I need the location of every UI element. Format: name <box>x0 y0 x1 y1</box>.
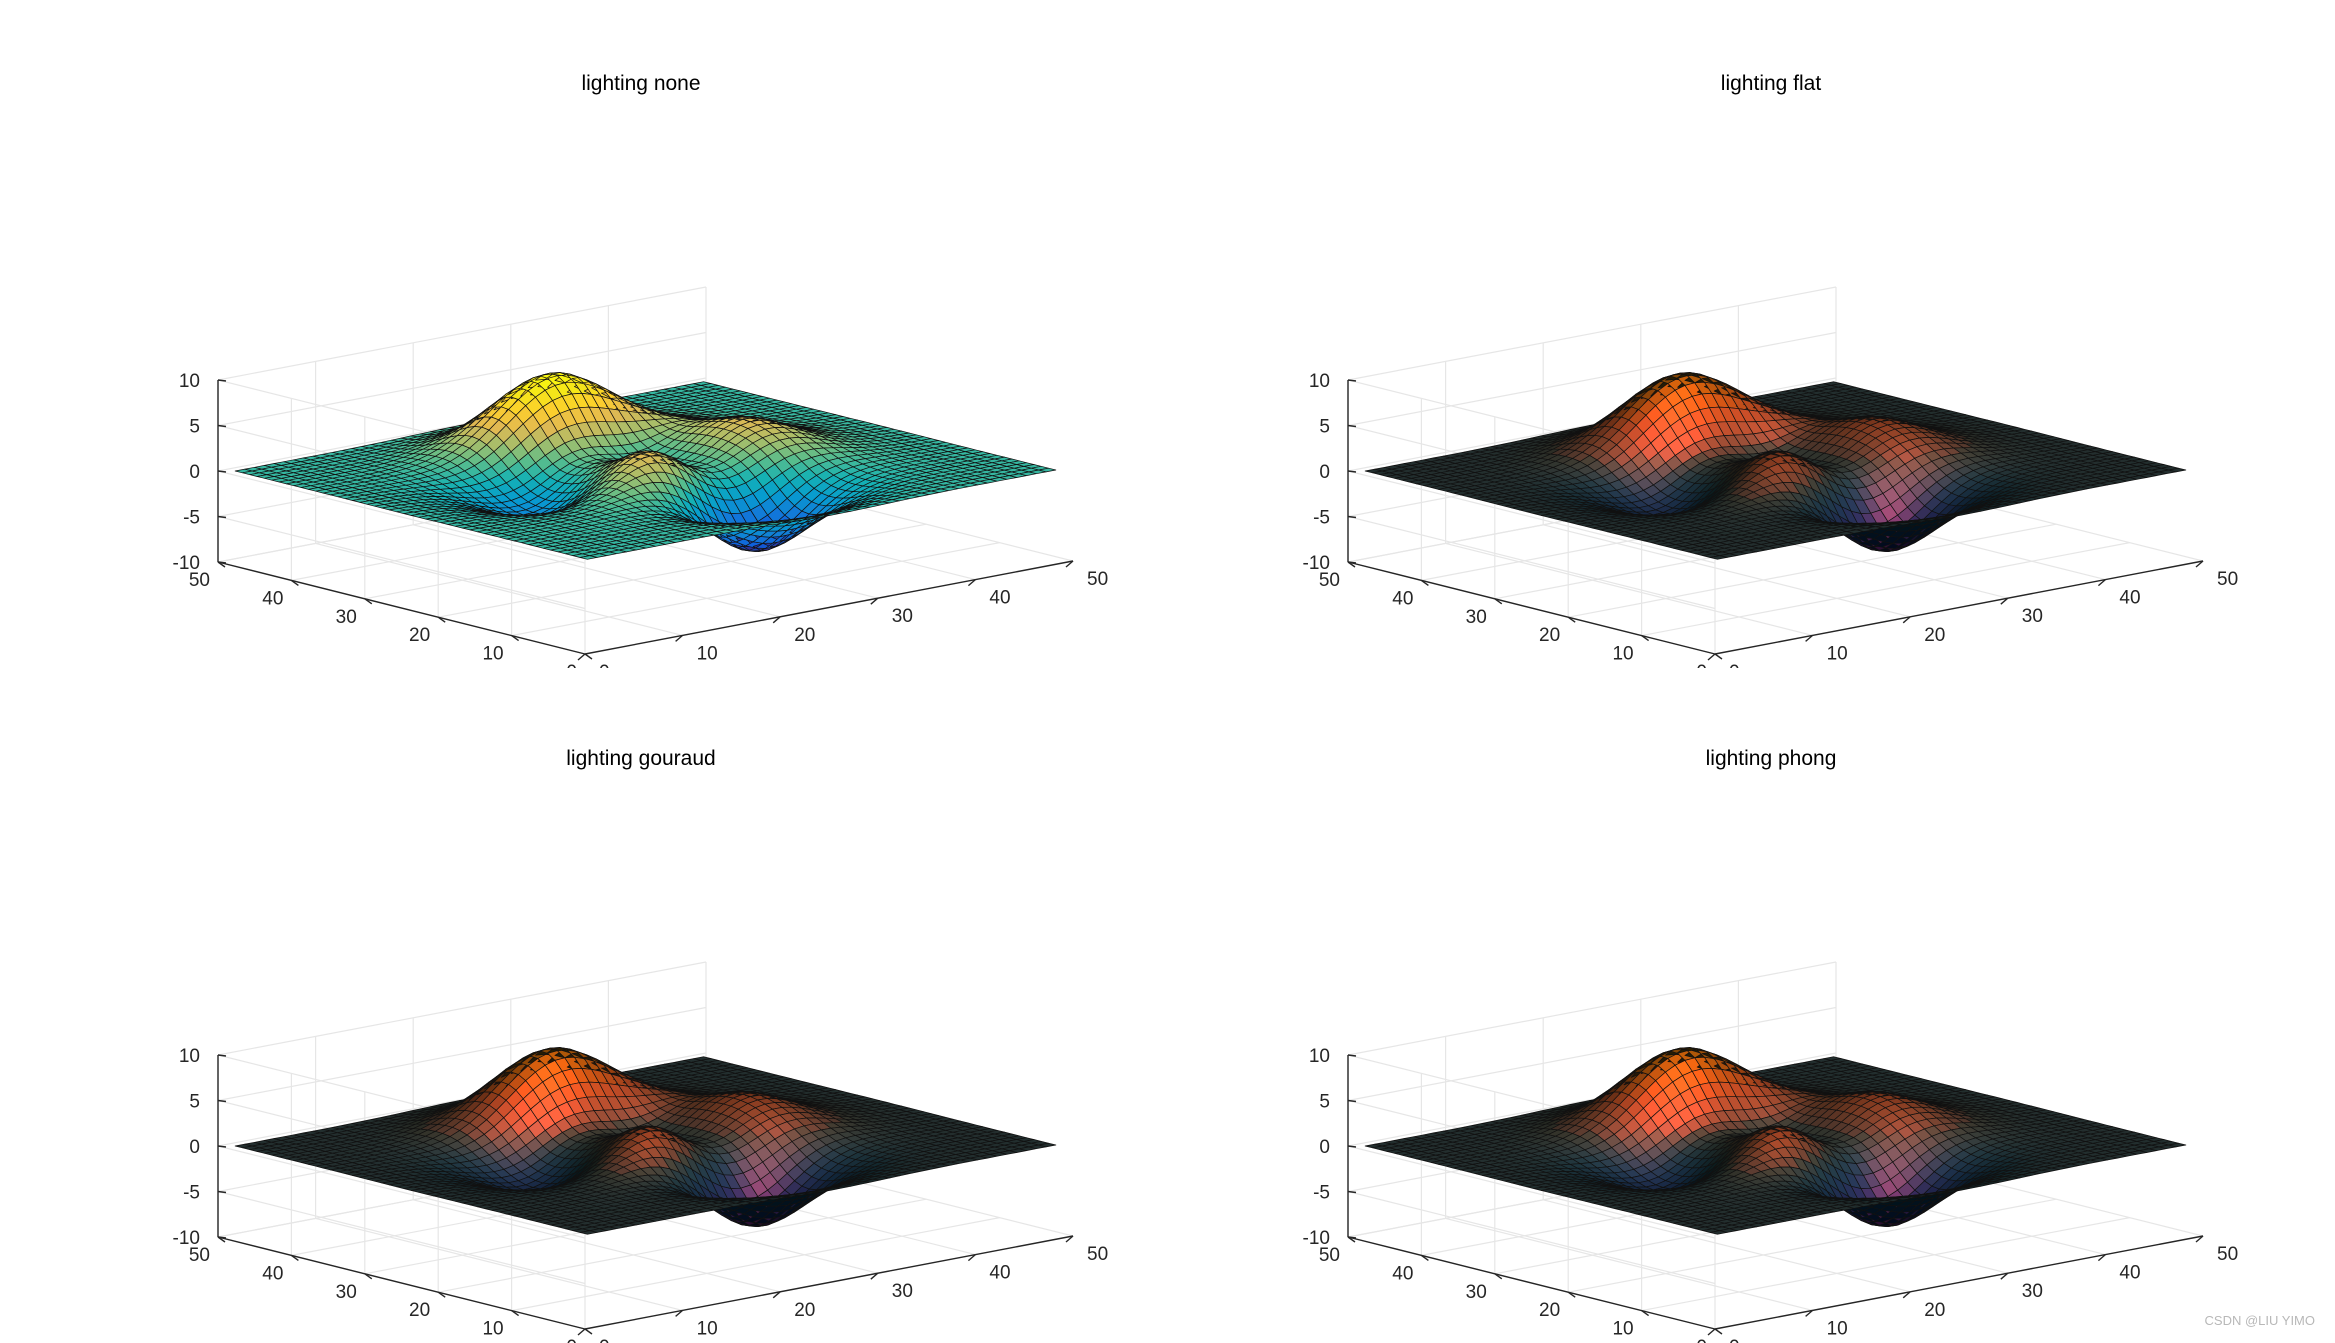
x-tick-label: 0 <box>599 662 610 668</box>
y-tick-label: 30 <box>1466 607 1487 628</box>
z-tick-label: 0 <box>189 462 200 483</box>
z-tick <box>218 1192 226 1193</box>
y-tick-label: 30 <box>336 607 357 628</box>
x-tick-label: 30 <box>2022 606 2043 627</box>
floor-grid-line <box>316 543 683 635</box>
x-tick <box>578 654 585 660</box>
y-tick <box>585 654 592 659</box>
floor-grid-line <box>1446 543 1813 635</box>
z-tick <box>218 1146 226 1147</box>
y-tick-label: 20 <box>409 625 430 646</box>
z-tick <box>1348 471 1356 472</box>
wall-grid-line <box>1348 287 1836 380</box>
z-tick <box>218 562 226 563</box>
z-tick <box>1348 426 1356 427</box>
x-tick-label: 30 <box>892 606 913 627</box>
z-tick-label: -5 <box>183 508 200 529</box>
x-tick <box>1708 654 1715 660</box>
wall-grid-line <box>218 287 706 380</box>
z-tick <box>218 517 226 518</box>
z-tick-label: 5 <box>189 417 200 438</box>
x-tick-label: 10 <box>697 643 718 664</box>
x-tick-label: 40 <box>989 588 1010 609</box>
y-tick-label: 30 <box>336 1282 357 1303</box>
y-tick-label: 0 <box>1696 662 1707 668</box>
y-tick-label: 0 <box>566 662 577 668</box>
y-tick-label: 0 <box>566 1337 577 1343</box>
chart-title: lighting flat <box>1721 72 1822 95</box>
x-tick-label: 40 <box>989 1263 1010 1284</box>
z-tick <box>218 426 226 427</box>
x-tick-label: 30 <box>892 1281 913 1302</box>
chart-svg: 0102030405001020304050-10-50510lighting … <box>0 675 1167 1343</box>
chart-svg: 0102030405001020304050-10-50510lighting … <box>1130 0 2297 668</box>
z-tick <box>218 380 226 381</box>
z-tick-label: -5 <box>1313 508 1330 529</box>
y-tick <box>1715 654 1722 659</box>
y-tick <box>585 1329 592 1334</box>
y-tick-label: 20 <box>1539 625 1560 646</box>
y-tick-label: 40 <box>1392 588 1413 609</box>
z-tick-label: -10 <box>173 1228 200 1249</box>
subplot-lighting-gouraud: 0102030405001020304050-10-50510lighting … <box>0 675 1167 1343</box>
z-tick <box>218 471 226 472</box>
chart-title: lighting none <box>581 72 700 95</box>
z-tick-label: 10 <box>179 371 200 392</box>
chart-title: lighting gouraud <box>566 747 715 770</box>
y-tick-label: 10 <box>1612 644 1633 665</box>
surface <box>1365 373 2186 560</box>
z-tick-label: 0 <box>189 1137 200 1158</box>
x-tick-label: 50 <box>1087 569 1108 590</box>
y-tick-label: 10 <box>482 644 503 665</box>
y-tick-label: 10 <box>482 1319 503 1340</box>
z-tick-label: 5 <box>189 1092 200 1113</box>
x-tick-label: 50 <box>2217 569 2238 590</box>
y-tick-label: 20 <box>409 1300 430 1321</box>
x-tick-label: 20 <box>1924 625 1945 646</box>
x-tick-label: 0 <box>599 1337 610 1343</box>
z-tick <box>1348 380 1356 381</box>
z-tick-label: 0 <box>1319 462 1330 483</box>
z-tick-label: -5 <box>183 1183 200 1204</box>
z-tick-label: 10 <box>179 1046 200 1067</box>
x-tick-label: 20 <box>794 625 815 646</box>
wall-grid-line <box>218 962 706 1055</box>
x-tick-label: 20 <box>794 1300 815 1321</box>
x-tick-label: 40 <box>2119 588 2140 609</box>
z-tick-label: -10 <box>1303 553 1330 574</box>
x-tick-label: 10 <box>697 1318 718 1339</box>
subplot-lighting-flat: 0102030405001020304050-10-50510lighting … <box>1130 0 2297 668</box>
x-tick-label: 0 <box>1729 662 1740 668</box>
z-tick-label: 10 <box>1309 371 1330 392</box>
subplot-lighting-none: 0102030405001020304050-10-50510lighting … <box>0 0 1167 668</box>
z-tick <box>1348 562 1356 563</box>
z-tick-label: -10 <box>173 553 200 574</box>
z-tick-label: 5 <box>1319 417 1330 438</box>
x-tick-label: 10 <box>1827 643 1848 664</box>
y-tick-label: 40 <box>262 588 283 609</box>
surface <box>235 1048 1056 1235</box>
x-tick-label: 50 <box>1087 1244 1108 1265</box>
surface <box>235 373 1056 560</box>
z-tick <box>218 1101 226 1102</box>
z-tick <box>1348 517 1356 518</box>
x-tick <box>578 1329 585 1335</box>
z-tick <box>218 1055 226 1056</box>
floor-grid-line <box>316 1218 683 1310</box>
y-tick-label: 40 <box>262 1263 283 1284</box>
z-tick <box>218 1237 226 1238</box>
chart-svg: 0102030405001020304050-10-50510lighting … <box>0 0 1167 668</box>
